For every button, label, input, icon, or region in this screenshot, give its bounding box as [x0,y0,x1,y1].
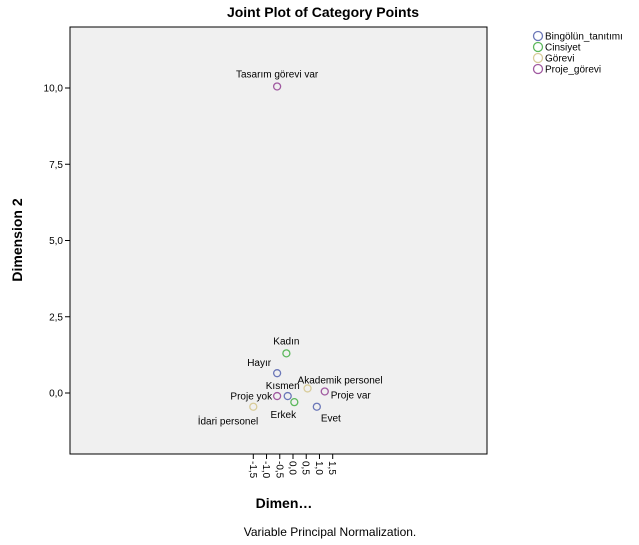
point-label: Erkek [271,410,298,421]
legend-marker [532,30,544,42]
point-label: Proje var [331,390,372,401]
data-point [283,391,292,401]
x-tick-label: 1,0 [313,461,324,475]
point-label: Proje yok [230,392,273,403]
data-point [282,349,291,358]
data-point [272,391,282,401]
legend-label: Cinsiyet [545,43,581,54]
x-tick-label: 1,5 [326,461,337,475]
data-point [312,402,321,411]
x-axis: -1,5 -1,0 -0,5 0,0 0,5 1,0 1,5 [247,454,337,479]
legend-marker [532,63,544,75]
y-tick-label: 5,0 [49,236,63,247]
chart-title: Joint Plot of Category Points [227,4,419,20]
y-tick-label: 0,0 [49,389,63,400]
y-tick-label: 7,5 [49,160,63,171]
x-axis-label: Dimen… [256,495,313,511]
x-tick-label: 0,0 [287,461,298,475]
y-tick-label: 10,0 [44,84,64,95]
legend: Bingölün_tanıtımıCinsiyetGöreviProje_gör… [532,30,623,76]
data-point [272,369,282,378]
point-label: İdari personel [198,415,259,428]
y-axis: 0,0 2,5 5,0 7,5 10,0 [44,84,70,400]
data-point [320,387,329,396]
x-tick-label: -1,5 [247,461,258,479]
plot-area [69,26,488,455]
point-label: Kısmen [266,381,300,392]
point-label: Kadın [273,336,299,347]
y-tick-label: 2,5 [49,312,63,323]
data-point [249,402,258,411]
data-points: Hayır Kısmen Evet Kadın Erkek Akademik person… [198,69,383,427]
footnote: Variable Principal Normalization. [244,525,417,539]
x-tick-label: -1,0 [260,461,271,479]
legend-label: Bingölün_tanıtımı [545,32,623,43]
legend-label: Proje_görevi [545,65,601,76]
x-tick-label: -0,5 [273,461,284,479]
point-label: Akademik personel [298,375,383,386]
y-axis-label: Dimension 2 [9,198,25,281]
point-label: Evet [321,414,341,425]
legend-marker [532,52,544,64]
data-point [290,397,299,407]
point-label: Hayır [247,358,272,369]
x-tick-label: 0,5 [300,461,311,475]
point-label: Tasarım görevi var [236,69,319,80]
legend-label: Görevi [545,54,574,65]
legend-marker [532,41,544,53]
data-point [272,82,282,91]
data-point [303,384,312,393]
